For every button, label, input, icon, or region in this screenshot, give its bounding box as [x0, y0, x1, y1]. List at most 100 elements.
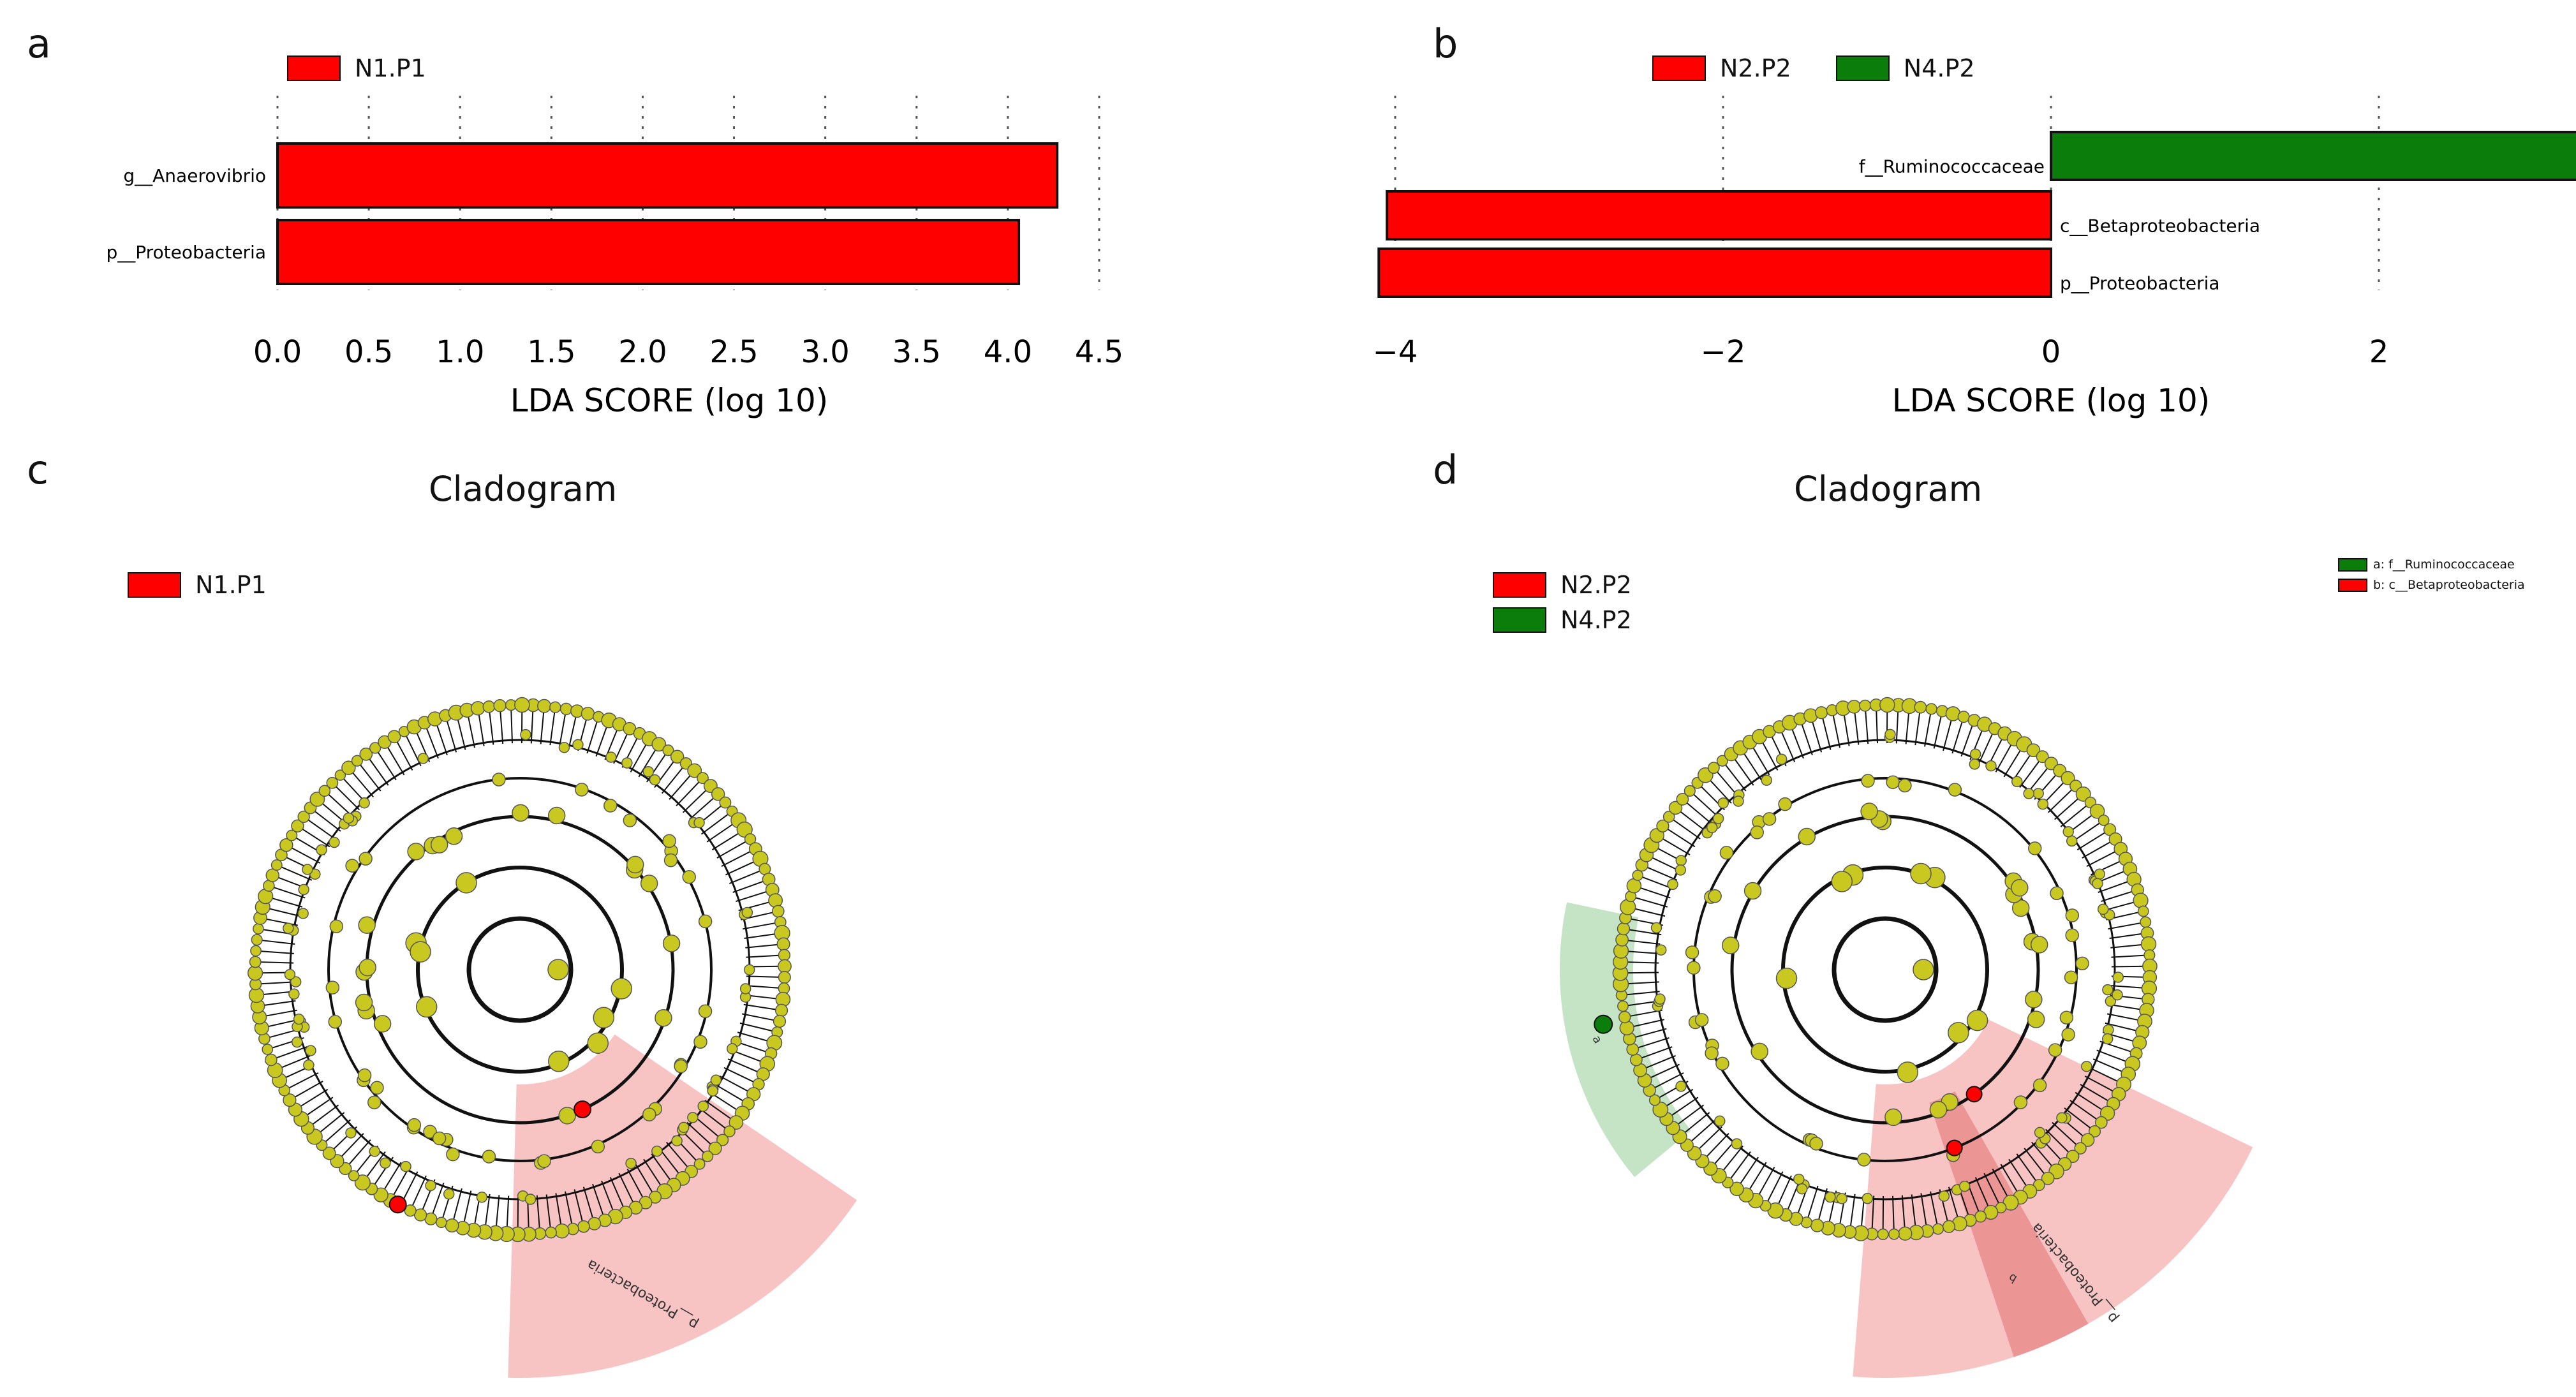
leaf-branch: [609, 1177, 625, 1209]
leaf-branch: [348, 1139, 371, 1166]
leaf-branch: [267, 907, 300, 917]
internal-node: [1675, 855, 1687, 866]
leaf-branch: [359, 764, 381, 792]
bar-label-b-c-betaproteobacteria: c__Betaproteobacteria: [2060, 216, 2260, 237]
internal-node: [1694, 1013, 1709, 1027]
internal-node: [1675, 864, 1687, 876]
leaf-node: [435, 1216, 447, 1229]
leaf-branch: [1943, 718, 1953, 751]
internal-node: [662, 834, 676, 848]
legend-label-n1p1: N1.P1: [355, 54, 426, 82]
leaf-node: [744, 833, 757, 845]
leaf-node: [1652, 1102, 1669, 1118]
leaf-node: [250, 945, 262, 957]
internal-node: [1948, 783, 1962, 797]
bar-label-a-p-proteobacteria: p__Proteobacteria: [106, 242, 266, 263]
leaf-branch: [1871, 1195, 1875, 1230]
internal-node: [663, 853, 678, 868]
panel-letter-a: a: [27, 20, 51, 67]
leaf-node: [545, 1226, 557, 1239]
bar-a-g-anaerovibrio: [276, 142, 1059, 209]
leaf-branch: [737, 1031, 771, 1042]
leaf-node: [723, 1125, 736, 1137]
internal-node: [2065, 908, 2080, 922]
leaf-branch: [741, 1013, 776, 1021]
leaf-branch: [732, 880, 765, 893]
leaf-branch: [618, 1172, 635, 1204]
internal-node: [697, 1100, 709, 1112]
leaf-node: [265, 868, 279, 882]
leaf-node: [711, 787, 725, 801]
leaf-node: [581, 707, 595, 721]
leaf-branch: [368, 757, 389, 786]
internal-node: [288, 988, 300, 1000]
leaf-branch: [1751, 745, 1770, 776]
internal-node: [1654, 993, 1666, 1005]
leaf-branch: [1974, 1177, 1990, 1209]
leaf-branch: [745, 943, 780, 949]
leaf-branch: [1627, 929, 1662, 936]
leaf-node: [1629, 1053, 1643, 1067]
leaf-branch: [293, 1081, 323, 1098]
leaf-branch: [484, 1194, 491, 1228]
leaf-branch: [1766, 1171, 1784, 1202]
internal-node: [2105, 995, 2117, 1007]
internal-node: [1708, 889, 1722, 903]
legend-swatch-n4p2: [1835, 55, 1890, 81]
panel-letter-d: d: [1433, 447, 1458, 493]
internal-node: [303, 1059, 315, 1071]
internal-node: [572, 739, 584, 751]
leaf-branch: [1678, 809, 1706, 832]
internal-node: [1715, 1056, 1729, 1071]
leaf-node: [354, 1174, 371, 1191]
leaf-node: [2041, 1171, 2055, 1185]
internal-node: [2097, 903, 2109, 915]
leaf-node: [2140, 936, 2157, 952]
internal-node: [2092, 878, 2103, 889]
leaf-node: [341, 760, 356, 775]
legend-a: N1.P1: [287, 54, 426, 82]
leaf-branch: [686, 1121, 713, 1146]
leaf-branch: [1832, 714, 1840, 748]
highlight-node-0: [1965, 1086, 1983, 1103]
internal-node: [2059, 1010, 2074, 1025]
internal-node: [605, 751, 617, 763]
leaf-node: [1648, 1094, 1661, 1106]
bar-label-b-f-ruminococcaceae: f__Ruminococcaceae: [1859, 156, 2045, 177]
legend-b: N2.P2 N4.P2: [1652, 54, 1975, 82]
leaf-branch: [425, 727, 439, 759]
leaf-branch: [275, 1046, 307, 1060]
key-d-a: a: f__Ruminococcaceae: [2338, 558, 2515, 572]
leaf-node: [1684, 785, 1696, 797]
leaf-node: [693, 1158, 706, 1170]
internal-node: [682, 870, 696, 884]
leaf-branch: [1697, 1126, 1723, 1151]
leaf-branch: [339, 1133, 364, 1158]
leaf-branch: [1653, 1072, 1684, 1089]
leaf-node: [1888, 1228, 1900, 1240]
highlight-node-1: [1946, 1139, 1963, 1157]
leaf-node: [322, 1146, 336, 1160]
internal-node: [2023, 788, 2034, 799]
internal-node: [316, 844, 327, 856]
leaf-branch: [431, 1182, 445, 1215]
internal-node: [1910, 862, 1932, 885]
leaf-branch: [2054, 796, 2081, 820]
leaf-branch: [1724, 764, 1747, 792]
leaf-branch: [2080, 1084, 2110, 1102]
leaf-branch: [279, 1054, 311, 1069]
leaf-branch: [2060, 804, 2088, 827]
internal-node: [305, 1045, 316, 1056]
leaf-branch: [2108, 1003, 2143, 1010]
internal-node: [417, 753, 429, 764]
leaf-node: [2075, 786, 2091, 802]
leaf-branch: [1790, 727, 1804, 759]
internal-node: [2025, 991, 2043, 1009]
x-tick-label-a-7: 3.5: [892, 334, 941, 370]
internal-node: [2066, 835, 2078, 847]
leaf-branch: [746, 975, 780, 978]
leaf-node: [249, 956, 262, 968]
leaf-node: [2137, 905, 2149, 917]
leaf-branch: [555, 1193, 562, 1227]
